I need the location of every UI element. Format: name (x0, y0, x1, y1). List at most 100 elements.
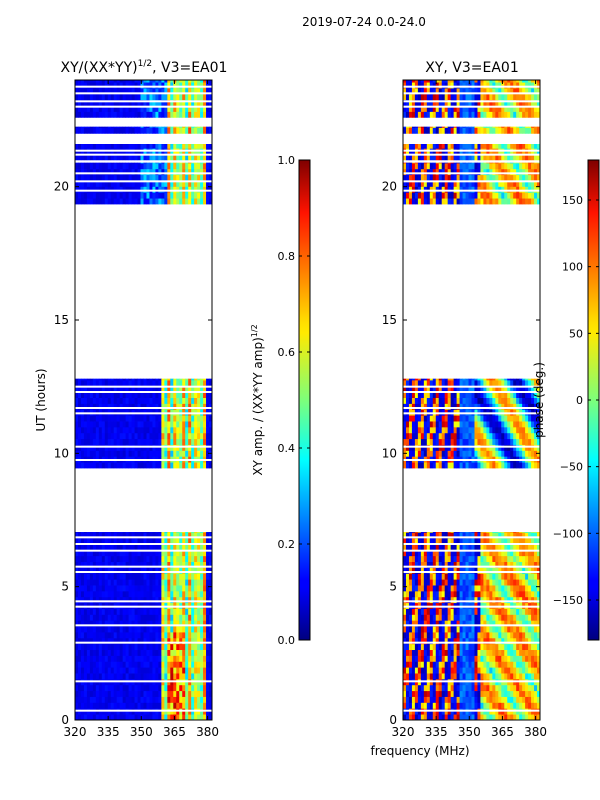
heatmap-cell (465, 614, 469, 621)
heatmap-cell (95, 590, 100, 598)
heatmap-cell (507, 714, 511, 721)
heatmap-cell (113, 391, 118, 398)
heatmap-cell (134, 649, 138, 656)
heatmap-cell (513, 620, 517, 627)
heatmap-cell (537, 544, 541, 551)
heatmap-cell (197, 111, 201, 118)
heatmap-cell (453, 438, 458, 445)
heatmap-cell (417, 573, 422, 580)
heatmap-cell (170, 532, 174, 539)
heatmap-cell (101, 438, 106, 445)
heatmap-cell (534, 549, 538, 557)
heatmap-cell (528, 567, 532, 574)
heatmap-cell (164, 162, 168, 164)
heatmap-cell (519, 637, 523, 645)
heatmap-cell (194, 378, 198, 381)
heatmap-cell (77, 186, 82, 193)
heatmap-cell (173, 538, 177, 545)
heatmap-cell (167, 462, 171, 469)
heatmap-cell (197, 561, 201, 568)
heatmap-cell (152, 391, 156, 398)
heatmap-cell (167, 673, 171, 680)
heatmap-cell (131, 385, 135, 393)
heatmap-cell (200, 127, 204, 134)
heatmap-cell (444, 462, 449, 469)
heatmap-cell (206, 154, 210, 161)
heatmap-cell (185, 614, 189, 621)
heatmap-cell (161, 99, 165, 106)
heatmap-cell (441, 673, 446, 680)
heatmap-cell (525, 585, 529, 592)
heatmap-cell (531, 626, 535, 633)
heatmap-cell (480, 667, 484, 674)
heatmap-cell (414, 661, 419, 668)
heatmap-cell (170, 637, 174, 645)
heatmap-cell (414, 579, 419, 586)
heatmap-cell (92, 127, 97, 134)
heatmap-cell (146, 415, 150, 422)
heatmap-cell (83, 391, 88, 398)
heatmap-cell (167, 643, 171, 650)
heatmap-cell (104, 561, 109, 568)
heatmap-cell (77, 608, 82, 615)
heatmap-cell (92, 397, 97, 404)
heatmap-cell (143, 561, 147, 568)
heatmap-cell (516, 661, 520, 668)
heatmap-cell (480, 596, 484, 604)
heatmap-cell (95, 561, 100, 568)
heatmap-cell (429, 450, 434, 457)
heatmap-cell (450, 655, 455, 662)
heatmap-cell (465, 450, 469, 457)
heatmap-cell (98, 127, 103, 134)
heatmap-cell (522, 567, 526, 574)
heatmap-cell (170, 596, 174, 604)
heatmap-cell (95, 549, 100, 557)
heatmap-cell (477, 432, 481, 440)
heatmap-cell (122, 391, 127, 398)
heatmap-cell (426, 532, 431, 533)
heatmap-cell (456, 438, 460, 445)
heatmap-cell (209, 432, 213, 440)
heatmap-cell (477, 632, 481, 639)
heatmap-cell (92, 661, 97, 668)
heatmap-cell (128, 450, 132, 457)
heatmap-cell (489, 561, 493, 568)
heatmap-cell (504, 549, 508, 557)
heatmap-cell (197, 632, 201, 639)
heatmap-cell (176, 105, 180, 112)
heatmap-cell (501, 450, 505, 457)
heatmap-cell (113, 415, 118, 422)
heatmap-cell (92, 643, 97, 650)
heatmap-cell (176, 99, 180, 106)
heatmap-cell (405, 596, 410, 604)
heatmap-cell (206, 93, 210, 101)
heatmap-cell (200, 154, 204, 161)
heatmap-cell (462, 673, 466, 680)
heatmap-cell (414, 637, 419, 645)
heatmap-cell (110, 186, 115, 193)
heatmap-cell (194, 532, 198, 533)
heatmap-cell (113, 643, 118, 650)
heatmap-cell (83, 620, 88, 627)
heatmap-cell (131, 111, 135, 118)
heatmap-cell (95, 105, 100, 112)
heatmap-cell (179, 93, 183, 101)
heatmap-cell (203, 380, 207, 387)
heatmap-cell (444, 432, 449, 440)
heatmap-cell (167, 180, 171, 187)
heatmap-cell (164, 555, 168, 562)
heatmap-cell (456, 655, 460, 662)
heatmap-cell (122, 690, 127, 697)
heatmap-cell (101, 643, 106, 650)
heatmap-cell (92, 378, 97, 381)
heatmap-cell (429, 620, 434, 627)
heatmap-cell (77, 198, 82, 205)
heatmap-cell (158, 421, 162, 428)
heatmap-cell (534, 532, 538, 533)
heatmap-cell (119, 450, 124, 457)
heatmap-cell (206, 549, 210, 557)
heatmap-cell (206, 397, 210, 404)
heatmap-cell (444, 614, 449, 621)
heatmap-cell (403, 579, 407, 586)
heatmap-cell (438, 549, 443, 557)
